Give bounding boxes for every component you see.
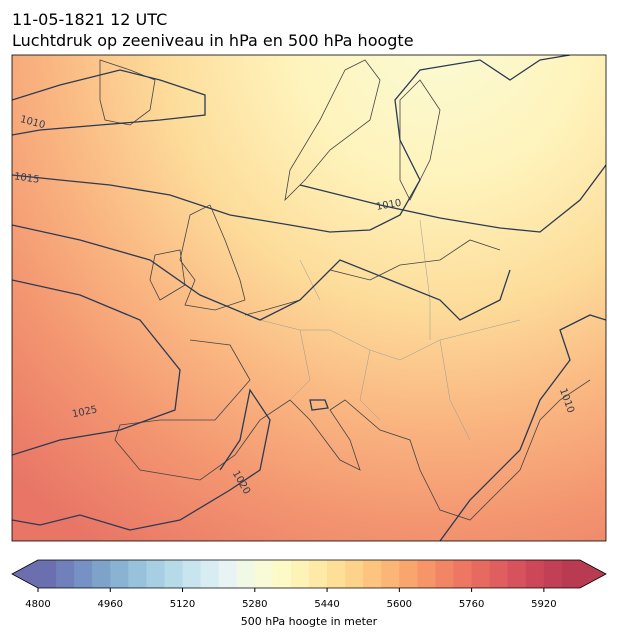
colorbar-band bbox=[164, 560, 184, 588]
map bbox=[12, 55, 606, 541]
colorbar-extend bbox=[580, 560, 606, 588]
colorbar-label: 500 hPa hoogte in meter bbox=[241, 615, 378, 628]
isobar bbox=[12, 388, 271, 531]
colorbar-band bbox=[381, 560, 400, 588]
colorbar-band bbox=[74, 560, 93, 588]
colorbar-band bbox=[218, 560, 238, 588]
colorbar-band bbox=[110, 560, 129, 588]
colorbar-band bbox=[399, 560, 418, 588]
colorbar-frame bbox=[11, 559, 607, 589]
colorbar-band bbox=[417, 560, 436, 588]
colorbar-tick-label: 5120 bbox=[170, 599, 195, 610]
coastline bbox=[99, 59, 156, 126]
colorbar-band bbox=[489, 560, 509, 588]
colorbar-band bbox=[38, 560, 57, 588]
coastline bbox=[149, 204, 246, 311]
colorbar-band bbox=[543, 560, 563, 588]
colorbar-tick-label: 5760 bbox=[459, 599, 484, 610]
colorbar-tick-label: 5440 bbox=[314, 599, 339, 610]
colorbar-band bbox=[146, 560, 165, 588]
title: 11-05-1821 12 UTC bbox=[12, 10, 167, 29]
isobar bbox=[12, 279, 181, 456]
contour-label: 1025 bbox=[71, 404, 98, 420]
colorbar-band bbox=[507, 560, 527, 588]
colorbar-band bbox=[327, 560, 346, 588]
colorbar-band bbox=[56, 560, 75, 588]
colorbar-band bbox=[236, 560, 256, 588]
colorbar-band bbox=[254, 560, 274, 588]
map-frame bbox=[11, 54, 607, 542]
colorbar-band bbox=[471, 560, 491, 588]
colorbar-band bbox=[128, 560, 147, 588]
colorbar-band bbox=[453, 560, 473, 588]
colorbar-tick-label: 4800 bbox=[25, 599, 50, 610]
colorbar-band bbox=[290, 560, 310, 588]
colorbar-band bbox=[345, 560, 364, 588]
colorbar-band bbox=[435, 560, 455, 588]
colorbar: 4800 4960 5120 5280 5440 5600 5760 5920 bbox=[11, 559, 607, 610]
colorbar-tick-label: 4960 bbox=[98, 599, 123, 610]
colorbar-band bbox=[200, 560, 220, 588]
isobar bbox=[299, 164, 606, 233]
coastline bbox=[284, 59, 441, 202]
colorbar-tick-label: 5600 bbox=[387, 599, 412, 610]
colorbar-band bbox=[182, 560, 202, 588]
isobar bbox=[12, 55, 571, 233]
colorbar-band bbox=[525, 560, 545, 588]
isobar bbox=[12, 69, 206, 136]
colorbar-band bbox=[272, 560, 292, 588]
map-background bbox=[12, 55, 606, 541]
colorbar-band bbox=[92, 560, 111, 588]
isobar bbox=[309, 399, 329, 411]
colorbar-extend bbox=[12, 560, 38, 588]
colorbar-tick-label: 5280 bbox=[242, 599, 267, 610]
isobar bbox=[439, 314, 606, 541]
contour-label: 1010 bbox=[375, 198, 402, 213]
colorbar-band bbox=[561, 560, 581, 588]
border bbox=[259, 219, 521, 441]
colorbar-band bbox=[309, 560, 328, 588]
subtitle: Luchtdruk op zeeniveau in hPa en 500 hPa… bbox=[12, 31, 414, 50]
contour-label: 1015 bbox=[13, 171, 40, 185]
colorbar-band bbox=[363, 560, 382, 588]
isobar bbox=[12, 224, 511, 321]
colorbar-tick-label: 5920 bbox=[531, 599, 556, 610]
